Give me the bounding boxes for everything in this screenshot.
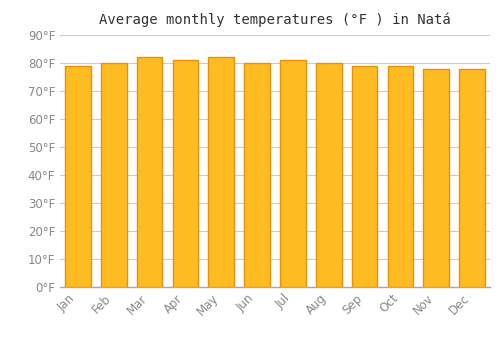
Bar <box>424 69 449 287</box>
Bar <box>316 63 342 287</box>
Bar <box>280 60 306 287</box>
Bar <box>208 57 234 287</box>
Bar <box>101 63 126 287</box>
Bar <box>65 66 91 287</box>
Bar <box>244 63 270 287</box>
Bar <box>388 66 413 287</box>
Bar <box>352 66 378 287</box>
Title: Average monthly temperatures (°F ) in Natá: Average monthly temperatures (°F ) in Na… <box>99 12 451 27</box>
Bar <box>136 57 162 287</box>
Bar <box>459 69 485 287</box>
Bar <box>172 60 199 287</box>
